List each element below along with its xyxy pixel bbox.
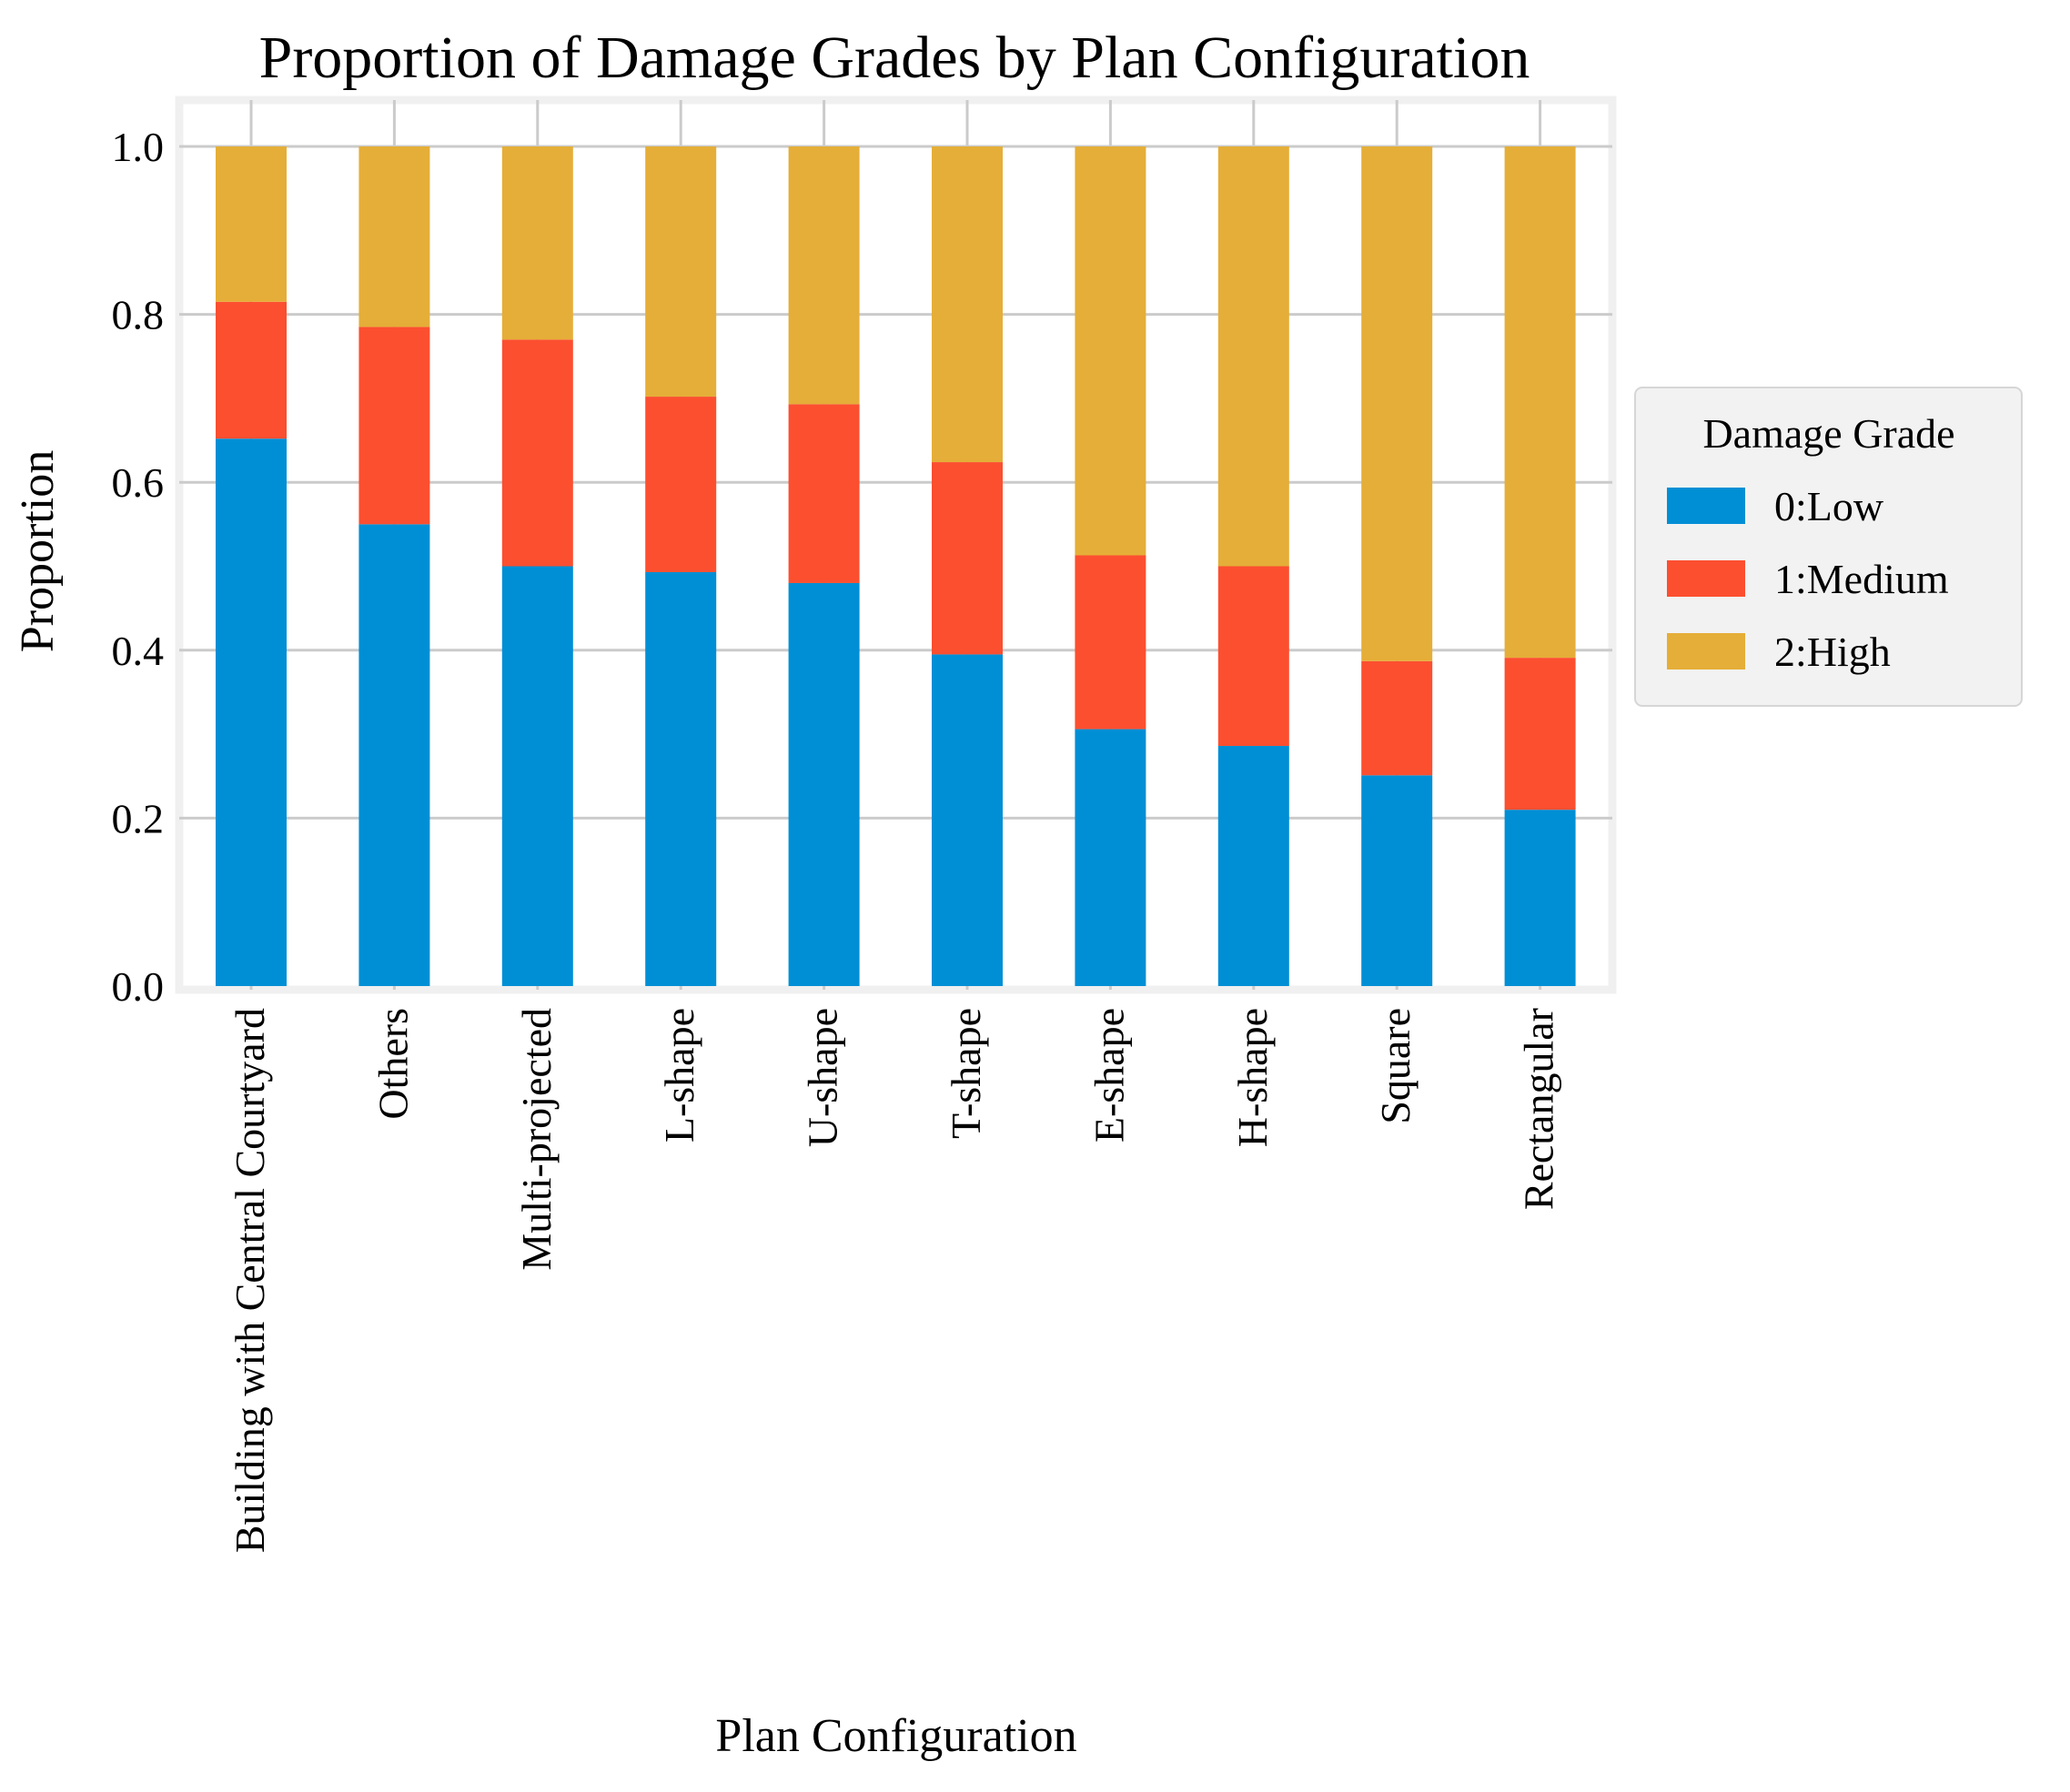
bar-segment <box>1075 555 1146 730</box>
x-axis-label: Plan Configuration <box>715 1710 1076 1762</box>
y-tick-label: 0.0 <box>112 963 165 1010</box>
y-tick-label: 0.6 <box>112 459 165 506</box>
bar-segment <box>501 339 573 567</box>
bar-stack <box>645 146 717 986</box>
y-tick-labels: 0.0 0.2 0.4 0.6 0.8 1.0 <box>112 124 165 1010</box>
x-tick-label: Multi-projected <box>513 1008 560 1271</box>
legend-title: Damage Grade <box>1702 410 1954 457</box>
bar-segment <box>1504 810 1576 986</box>
bar-segment <box>645 397 717 572</box>
legend-swatch <box>1667 488 1745 524</box>
x-tick-label: Building with Central Courtyard <box>227 1008 273 1553</box>
legend-label: 0:Low <box>1774 483 1884 529</box>
x-tick-label: T-shape <box>943 1008 989 1139</box>
x-tick-labels: Building with Central Courtyard Others Mul… <box>227 1008 1562 1553</box>
x-tick-label: L-shape <box>656 1008 702 1143</box>
bar-stack <box>932 146 1003 986</box>
bar-segment <box>1361 146 1433 661</box>
bar-stack <box>788 146 860 986</box>
bar-segment <box>932 654 1003 986</box>
x-tick-label: Others <box>369 1008 416 1120</box>
bar-segment <box>645 146 717 398</box>
bar-stack <box>1504 146 1576 986</box>
bar-segment <box>1075 146 1146 556</box>
bar-stack <box>216 146 287 987</box>
bar-segment <box>932 462 1003 655</box>
bar-segment <box>501 146 573 340</box>
legend-items: 0:Low 1:Medium 2:High <box>1667 483 1949 675</box>
legend-swatch <box>1667 633 1745 669</box>
x-tick-label: H-shape <box>1229 1008 1276 1147</box>
bar-segment <box>645 571 717 986</box>
y-tick-label: 1.0 <box>112 124 165 170</box>
bar-segment <box>358 524 430 986</box>
bar-segment <box>358 327 430 525</box>
bar-segment <box>788 404 860 583</box>
y-tick-label: 0.4 <box>112 628 165 674</box>
bar-segment <box>1217 746 1289 986</box>
bar-segment <box>1075 729 1146 986</box>
y-tick-label: 0.8 <box>112 292 165 338</box>
bar-segment <box>788 582 860 986</box>
bar-segment <box>216 146 287 302</box>
y-axis-label: Proportion <box>12 450 64 652</box>
bar-segment <box>1217 566 1289 747</box>
bar-segment <box>1504 146 1576 659</box>
bar-segment <box>1217 146 1289 567</box>
bar-segment <box>1504 658 1576 810</box>
bar-segment <box>1361 775 1433 986</box>
bar-stack <box>1075 146 1146 986</box>
x-tick-label: E-shape <box>1085 1008 1132 1143</box>
legend-box <box>1634 387 2023 707</box>
bar-segment <box>216 301 287 439</box>
legend-label: 2:High <box>1774 629 1891 675</box>
bar-segment <box>1361 660 1433 776</box>
bar-segment <box>501 566 573 986</box>
legend: Damage Grade 0:Low 1:Medium 2:High <box>1634 387 2023 707</box>
legend-label: 1:Medium <box>1774 556 1949 602</box>
x-tick-label: Rectangular <box>1516 1008 1562 1210</box>
x-tick-label: U-shape <box>800 1008 846 1147</box>
bar-stack <box>501 146 573 986</box>
x-tick-label: Square <box>1372 1008 1419 1124</box>
bar-segment <box>358 146 430 327</box>
bar-segment <box>788 146 860 405</box>
chart-title: Proportion of Damage Grades by Plan Conf… <box>259 25 1530 91</box>
y-tick-label: 0.2 <box>112 795 165 841</box>
bar-segment <box>216 438 287 987</box>
bar-segment <box>932 146 1003 463</box>
bar-stack <box>358 146 430 986</box>
bar-stack <box>1217 146 1289 986</box>
bar-stack <box>1361 146 1433 986</box>
legend-swatch <box>1667 560 1745 597</box>
bars <box>216 146 1576 987</box>
